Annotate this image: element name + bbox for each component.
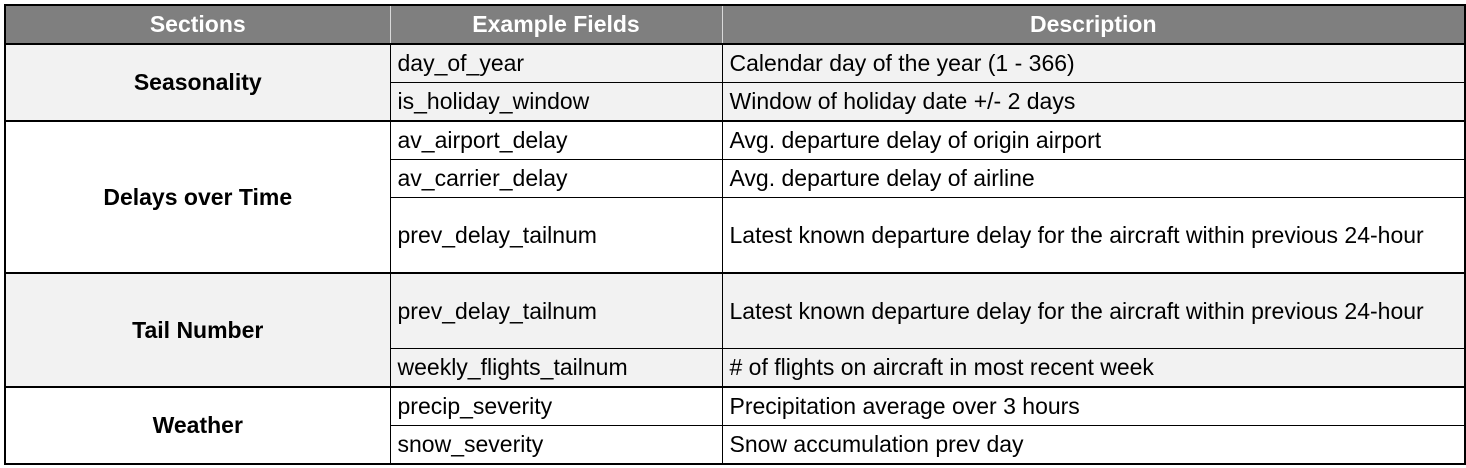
field-cell: av_carrier_delay (389, 159, 723, 198)
table-row: prev_delay_tailnum Latest known departur… (5, 197, 1466, 273)
table-row: Tail Number prev_delay_tailnum Latest kn… (4, 272, 1466, 388)
field-cell: av_airport_delay (389, 120, 723, 160)
field-cell: weekly_flights_tailnum (389, 348, 723, 387)
feature-table-container: Sections Example Fields Description Seas… (4, 4, 1466, 465)
description-cell: Snow accumulation prev day (721, 425, 1466, 465)
description-cell: Avg. departure delay of origin airport (721, 120, 1466, 160)
table-row: weekly_flights_tailnum # of flights on a… (5, 348, 1466, 387)
description-cell: Avg. departure delay of airline (721, 159, 1466, 198)
field-cell: snow_severity (389, 425, 723, 465)
table-row: is_holiday_window Window of holiday date… (5, 82, 1466, 121)
field-cell: precip_severity (389, 386, 723, 426)
description-cell: # of flights on aircraft in most recent … (721, 348, 1466, 387)
header-description: Description (721, 4, 1466, 45)
table-row: Weather precip_severity Precipitation av… (4, 386, 1466, 465)
table-row: Seasonality day_of_year Calendar day of … (4, 43, 1466, 122)
description-cell: Latest known departure delay for the air… (721, 272, 1466, 349)
section-seasonality: Seasonality (4, 43, 391, 122)
section-delays-over-time: Delays over Time (4, 120, 391, 274)
description-cell: Calendar day of the year (1 - 366) (721, 43, 1466, 83)
header-sections: Sections (4, 4, 391, 45)
description-cell: Precipitation average over 3 hours (721, 386, 1466, 426)
description-cell: Window of holiday date +/- 2 days (721, 82, 1466, 121)
section-tail-number: Tail Number (4, 272, 391, 388)
field-cell: is_holiday_window (389, 82, 723, 121)
section-weather: Weather (4, 386, 391, 465)
header-example-fields: Example Fields (389, 4, 723, 45)
feature-sections-table: Sections Example Fields Description Seas… (4, 4, 1466, 465)
field-cell: prev_delay_tailnum (389, 272, 723, 349)
field-cell: prev_delay_tailnum (389, 197, 723, 273)
field-cell: day_of_year (389, 43, 723, 83)
description-cell: Latest known departure delay for the air… (721, 197, 1466, 273)
table-row: snow_severity Snow accumulation prev day (5, 425, 1466, 465)
table-row: av_carrier_delay Avg. departure delay of… (5, 159, 1466, 198)
table-row: Delays over Time av_airport_delay Avg. d… (4, 120, 1466, 274)
header-row: Sections Example Fields Description (4, 4, 1466, 45)
